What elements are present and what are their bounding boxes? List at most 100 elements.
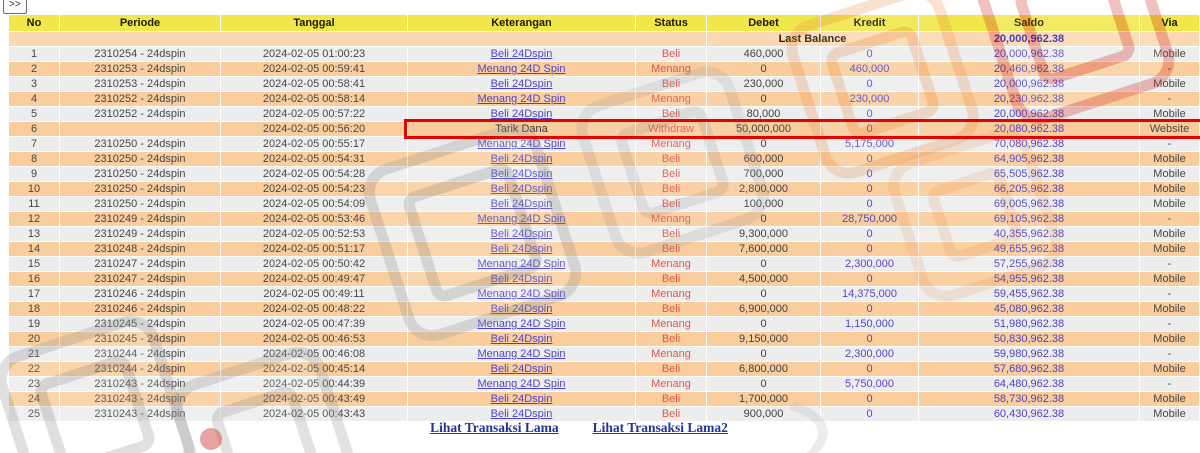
cell-debet: 4,500,000 (707, 272, 820, 286)
last-balance-row: Last Balance 20,000,962.38 (9, 32, 1199, 46)
keterangan-link[interactable]: Beli 24Dspin (490, 168, 553, 180)
cell-tanggal: 2024-02-05 00:53:46 (221, 212, 407, 226)
cell-no: 7 (9, 137, 59, 151)
keterangan-link[interactable]: Menang 24D Spin (477, 63, 566, 75)
keterangan-link[interactable]: Menang 24D Spin (477, 258, 566, 270)
cell-no: 15 (9, 257, 59, 271)
cell-keterangan: Tarik Dana (408, 122, 635, 136)
cell-saldo: 64,905,962.38 (919, 152, 1139, 166)
cell-debet: 600,000 (707, 152, 820, 166)
cell-keterangan: Beli 24Dspin (408, 182, 635, 196)
keterangan-link[interactable]: Beli 24Dspin (490, 363, 553, 375)
cell-saldo: 20,080,962.38 (919, 122, 1139, 136)
lihat-transaksi-lama-link[interactable]: Lihat Transaksi Lama (430, 420, 559, 435)
cell-tanggal: 2024-02-05 00:46:08 (221, 347, 407, 361)
cell-periode: 2310243 - 24dspin (60, 392, 220, 406)
cell-tanggal: 2024-02-05 00:56:20 (221, 122, 407, 136)
cell-saldo: 64,480,962.38 (919, 377, 1139, 391)
keterangan-link[interactable]: Menang 24D Spin (477, 318, 566, 330)
table-row: 20 2310245 - 24dspin 2024-02-05 00:46:53 Be… (9, 332, 1199, 346)
keterangan-link[interactable]: Beli 24Dspin (490, 303, 553, 315)
table-row: 2 2310253 - 24dspin 2024-02-05 00:59:41 Men… (9, 62, 1199, 76)
keterangan-link[interactable]: Beli 24Dspin (490, 228, 553, 240)
cell-status: Beli (636, 197, 706, 211)
table-row: 21 2310244 - 24dspin 2024-02-05 00:46:08 Me… (9, 347, 1199, 361)
cell-periode: 2310249 - 24dspin (60, 212, 220, 226)
cell-periode: 2310248 - 24dspin (60, 242, 220, 256)
cell-status: Beli (636, 407, 706, 421)
cell-status: Beli (636, 152, 706, 166)
cell-periode: 2310244 - 24dspin (60, 347, 220, 361)
keterangan-link[interactable]: Menang 24D Spin (477, 138, 566, 150)
col-header-periode: Periode (60, 15, 220, 31)
keterangan-link[interactable]: Beli 24Dspin (490, 183, 553, 195)
lihat-transaksi-lama2-link[interactable]: Lihat Transaksi Lama2 (592, 420, 728, 435)
cell-debet: 0 (707, 257, 820, 271)
table-row: 13 2310249 - 24dspin 2024-02-05 00:52:53 Be… (9, 227, 1199, 241)
cell-keterangan: Menang 24D Spin (408, 287, 635, 301)
keterangan-link[interactable]: Beli 24Dspin (490, 408, 553, 420)
cell-kredit: 0 (821, 227, 918, 241)
cell-kredit: 0 (821, 332, 918, 346)
cell-periode: 2310244 - 24dspin (60, 362, 220, 376)
cell-debet: 700,000 (707, 167, 820, 181)
cell-kredit: 0 (821, 407, 918, 421)
cell-status: Beli (636, 77, 706, 91)
cell-keterangan: Menang 24D Spin (408, 257, 635, 271)
cell-no: 13 (9, 227, 59, 241)
keterangan-link[interactable]: Menang 24D Spin (477, 93, 566, 105)
cell-no: 9 (9, 167, 59, 181)
cell-periode: 2310243 - 24dspin (60, 407, 220, 421)
cell-tanggal: 2024-02-05 00:44:39 (221, 377, 407, 391)
cell-periode: 2310246 - 24dspin (60, 302, 220, 316)
col-header-via: Via (1140, 15, 1199, 31)
keterangan-link[interactable]: Menang 24D Spin (477, 288, 566, 300)
cell-debet: 50,000,000 (707, 122, 820, 136)
cell-via: Mobile (1140, 47, 1199, 61)
keterangan-link[interactable]: Beli 24Dspin (490, 78, 553, 90)
cell-keterangan: Beli 24Dspin (408, 152, 635, 166)
cell-status: Beli (636, 362, 706, 376)
cell-tanggal: 2024-02-05 00:49:11 (221, 287, 407, 301)
cell-debet: 80,000 (707, 107, 820, 121)
cell-keterangan: Beli 24Dspin (408, 167, 635, 181)
expand-button[interactable]: >> (3, 0, 27, 14)
cell-kredit: 0 (821, 167, 918, 181)
keterangan-link[interactable]: Beli 24Dspin (490, 393, 553, 405)
cell-via: - (1140, 257, 1199, 271)
cell-saldo: 65,505,962.38 (919, 167, 1139, 181)
cell-periode: 2310252 - 24dspin (60, 107, 220, 121)
keterangan-link[interactable]: Beli 24Dspin (490, 198, 553, 210)
cell-kredit: 2,300,000 (821, 257, 918, 271)
keterangan-link[interactable]: Menang 24D Spin (477, 213, 566, 225)
cell-via: Mobile (1140, 197, 1199, 211)
cell-kredit: 5,175,000 (821, 137, 918, 151)
keterangan-link[interactable]: Beli 24Dspin (490, 108, 553, 120)
cell-via: Mobile (1140, 332, 1199, 346)
cell-status: Beli (636, 392, 706, 406)
cell-kredit: 28,750,000 (821, 212, 918, 226)
table-row: 3 2310253 - 24dspin 2024-02-05 00:58:41 Bel… (9, 77, 1199, 91)
keterangan-link[interactable]: Beli 24Dspin (490, 48, 553, 60)
cell-status: Beli (636, 302, 706, 316)
keterangan-link[interactable]: Beli 24Dspin (490, 243, 553, 255)
cell-debet: 6,900,000 (707, 302, 820, 316)
table-row: 18 2310246 - 24dspin 2024-02-05 00:48:22 Be… (9, 302, 1199, 316)
last-balance-spacer (9, 32, 706, 46)
table-row: 12 2310249 - 24dspin 2024-02-05 00:53:46 Me… (9, 212, 1199, 226)
cell-debet: 0 (707, 347, 820, 361)
cell-periode: 2310250 - 24dspin (60, 137, 220, 151)
table-row: 4 2310252 - 24dspin 2024-02-05 00:58:14 Men… (9, 92, 1199, 106)
keterangan-link[interactable]: Beli 24Dspin (490, 153, 553, 165)
col-header-saldo: Saldo (919, 15, 1139, 31)
keterangan-link[interactable]: Menang 24D Spin (477, 378, 566, 390)
cell-via: - (1140, 317, 1199, 331)
cell-no: 8 (9, 152, 59, 166)
cell-kredit: 0 (821, 122, 918, 136)
cell-keterangan: Beli 24Dspin (408, 362, 635, 376)
keterangan-link[interactable]: Beli 24Dspin (490, 273, 553, 285)
keterangan-link[interactable]: Menang 24D Spin (477, 348, 566, 360)
keterangan-link[interactable]: Beli 24Dspin (490, 333, 553, 345)
cell-periode: 2310249 - 24dspin (60, 227, 220, 241)
